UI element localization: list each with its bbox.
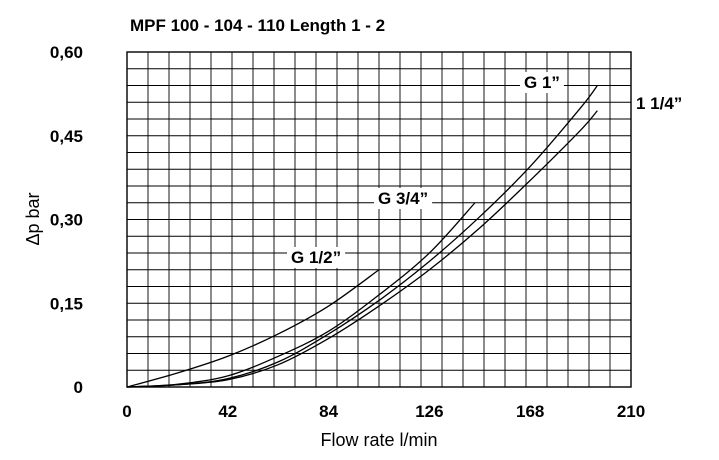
x-axis-label: Flow rate l/min <box>320 430 437 450</box>
series-labels: G 1/2” G 3/4” G 1” 1 1/4” <box>287 72 682 268</box>
plot-frame <box>126 51 632 388</box>
series-label-g-3-4: G 3/4” <box>378 189 428 208</box>
series-label-background <box>520 72 564 93</box>
series-label-g-1-1-4: 1 1/4” <box>636 94 682 113</box>
y-tick-label: 0,45 <box>50 127 83 146</box>
x-tick-label: 0 <box>122 402 131 421</box>
x-tick-label: 168 <box>516 402 544 421</box>
y-tick-label: 0,60 <box>50 43 83 62</box>
series-label-g-1-2: G 1/2” <box>291 248 341 267</box>
y-axis-label: Δp bar <box>23 192 43 245</box>
series-label-background <box>374 188 433 209</box>
y-tick-label: 0,15 <box>50 294 83 313</box>
x-tick-label: 126 <box>415 402 443 421</box>
chart-title: MPF 100 - 104 - 110 Length 1 - 2 <box>130 16 385 35</box>
series-line-g-3-4 <box>126 202 476 388</box>
x-tick-label: 84 <box>319 402 338 421</box>
series-line-g-1-2 <box>126 269 380 388</box>
grid <box>127 52 631 387</box>
series-label-g-1: G 1” <box>524 73 560 92</box>
y-tick-label: 0,30 <box>50 211 83 230</box>
series-line-g-1-1-4 <box>126 110 598 388</box>
y-tick-label: 0 <box>74 378 83 397</box>
series-label-background <box>287 247 346 268</box>
x-tick-label: 210 <box>617 402 645 421</box>
series-lines <box>126 85 598 388</box>
series-line-g-1 <box>126 85 598 388</box>
x-tick-label: 42 <box>218 402 237 421</box>
tick-labels: 0 42 84 126 168 210 0 0,15 0,30 0,45 0,60 <box>50 43 645 421</box>
